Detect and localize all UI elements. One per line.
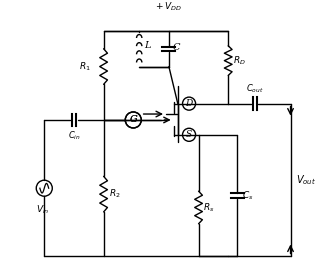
Text: $C_s$: $C_s$ — [242, 189, 253, 202]
Text: $R_D$: $R_D$ — [233, 54, 246, 67]
Text: $V_{in}$: $V_{in}$ — [36, 204, 50, 216]
Text: D: D — [185, 99, 193, 108]
Text: S: S — [186, 130, 192, 139]
Text: $+\,V_{DD}$: $+\,V_{DD}$ — [155, 0, 182, 13]
Text: $V_{out}$: $V_{out}$ — [296, 173, 316, 187]
Text: C: C — [173, 43, 180, 52]
Text: G: G — [130, 115, 137, 125]
Text: $R_s$: $R_s$ — [203, 201, 215, 214]
Text: G: G — [130, 115, 137, 125]
Text: L: L — [144, 41, 150, 50]
Text: $R_2$: $R_2$ — [109, 188, 121, 200]
Text: $R_1$: $R_1$ — [78, 60, 90, 73]
Text: $C_{in}$: $C_{in}$ — [68, 129, 80, 142]
Text: $C_{out}$: $C_{out}$ — [246, 83, 264, 95]
